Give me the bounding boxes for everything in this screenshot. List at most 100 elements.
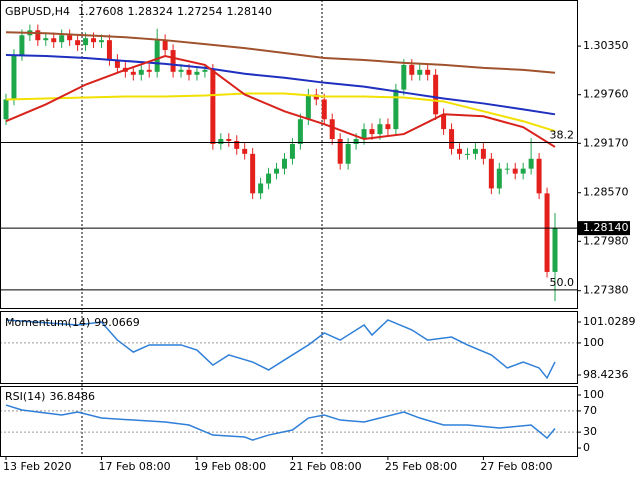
candle-body [43, 38, 49, 41]
candle-body [194, 71, 200, 75]
candle-body [528, 158, 534, 169]
x-tick-label: 25 Feb 08:00 [385, 460, 457, 473]
y-tick-label: 30 [583, 425, 597, 438]
candle-body [186, 69, 192, 75]
candle-body [67, 35, 73, 41]
y-tick-label: 1.29760 [583, 88, 629, 101]
header-value: 1.28140 [226, 5, 272, 18]
price-label: 1.28140 [583, 221, 629, 234]
rsi-panel-frame [0, 386, 578, 457]
y-tick-label: 1.27380 [583, 284, 629, 297]
candle-body [210, 69, 216, 144]
candle-body [464, 153, 470, 155]
candle-body [154, 40, 160, 72]
main-panel-frame [0, 0, 578, 309]
candle-body [138, 69, 144, 75]
candle-body [345, 143, 351, 164]
candle-body [520, 168, 526, 174]
candle-body [377, 124, 383, 135]
header-value: 1.27254 [177, 5, 223, 18]
candle-body [536, 158, 542, 194]
candle-body [146, 69, 152, 72]
candle-body [480, 148, 486, 159]
x-tick-label: 19 Feb 08:00 [194, 460, 266, 473]
candle-body [417, 69, 423, 75]
candle-body [488, 158, 494, 189]
candle-body [401, 64, 407, 90]
y-tick-label: 98.4236 [583, 368, 629, 381]
candle-body [3, 99, 9, 120]
candle-body [329, 119, 335, 140]
momentum-panel-frame [0, 311, 578, 384]
candle-body [218, 139, 224, 144]
candle-body [305, 94, 311, 120]
candle-body [274, 168, 280, 174]
plot-layer: 38.2 50.0 [0, 24, 577, 441]
moving-average [5, 92, 556, 133]
candle-body [496, 168, 502, 189]
candle-body [226, 139, 232, 141]
candle-body [361, 129, 367, 140]
candle-body [472, 148, 478, 154]
candle-body [98, 40, 104, 43]
candle-body [11, 55, 17, 100]
candle-body [393, 89, 399, 130]
header-value: 1.27608 [78, 5, 124, 18]
candle-body [170, 50, 176, 72]
candle-body [297, 119, 303, 144]
candle-body [385, 124, 391, 130]
candle-body [91, 38, 97, 43]
candle-body [504, 168, 510, 170]
candle-body [162, 40, 168, 51]
price-box [578, 221, 630, 236]
candle-body [353, 139, 359, 144]
candle-body [258, 183, 264, 194]
candle-body [433, 74, 439, 115]
indicator-value: 99.0669 [94, 316, 140, 329]
y-tick-label: 101.0289 [583, 315, 636, 328]
indicator-value: 36.8486 [49, 390, 95, 403]
candle-body [449, 129, 455, 149]
candle-body [544, 193, 550, 272]
candle-body [321, 99, 327, 120]
fibo-label: 50.0 [550, 276, 575, 289]
candle-body [106, 40, 112, 60]
candle-body [289, 143, 295, 159]
candle-body [234, 140, 240, 149]
candle-body [83, 38, 89, 46]
y-tick-label: 1.30350 [583, 39, 629, 52]
y-tick-label: 0 [583, 441, 590, 454]
indicator-line [5, 404, 556, 441]
moving-average [5, 54, 556, 116]
candle-body [51, 38, 57, 43]
moving-average [5, 31, 556, 74]
candle-body [266, 173, 272, 184]
candle-body [313, 94, 319, 100]
candle-body [250, 153, 256, 194]
header-value: 1.28324 [127, 5, 173, 18]
y-tick-label: 100 [583, 336, 604, 349]
candle-body [337, 139, 343, 164]
candle-body [441, 114, 447, 130]
y-tick-label: 1.29170 [583, 136, 629, 149]
x-tick-label: 17 Feb 08:00 [98, 460, 170, 473]
candle-body [242, 148, 248, 154]
candle-body [59, 35, 65, 43]
candle-body [202, 69, 208, 72]
candle-body [178, 69, 184, 72]
chart-header: GBPUSD,H4 1.27608 1.28324 1.27254 1.28140 [5, 5, 272, 18]
x-tick-label: 21 Feb 08:00 [289, 460, 361, 473]
candle-body [114, 59, 120, 68]
indicator-line [5, 319, 556, 380]
candle-body [425, 69, 431, 75]
candle-body [409, 64, 415, 75]
y-tick-label: 70 [583, 404, 597, 417]
symbol: GBPUSD,H4 [5, 5, 70, 18]
candle-body [281, 158, 287, 169]
candle-body [19, 35, 25, 56]
candle-body [457, 148, 463, 154]
x-tick-label: 27 Feb 08:00 [480, 460, 552, 473]
